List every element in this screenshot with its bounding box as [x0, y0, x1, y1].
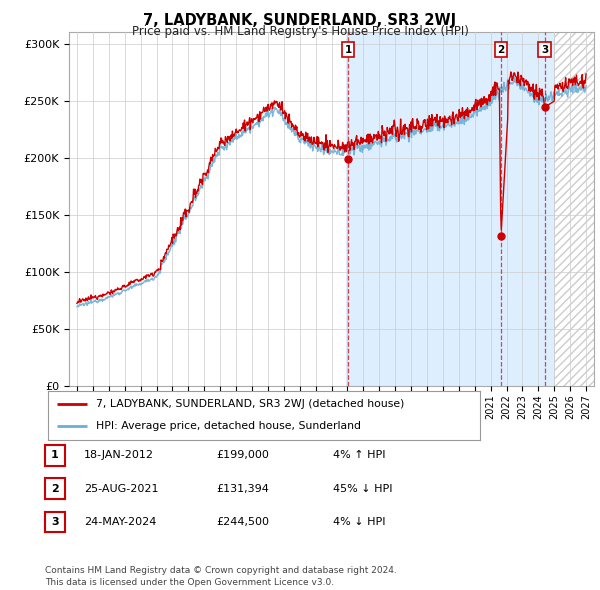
Text: £131,394: £131,394: [216, 484, 269, 493]
Text: 3: 3: [541, 45, 548, 55]
Text: 18-JAN-2012: 18-JAN-2012: [84, 451, 154, 460]
Text: 7, LADYBANK, SUNDERLAND, SR3 2WJ (detached house): 7, LADYBANK, SUNDERLAND, SR3 2WJ (detach…: [95, 399, 404, 409]
Text: 2: 2: [497, 45, 505, 55]
Text: HPI: Average price, detached house, Sunderland: HPI: Average price, detached house, Sund…: [95, 421, 361, 431]
Text: 45% ↓ HPI: 45% ↓ HPI: [333, 484, 392, 493]
Text: 7, LADYBANK, SUNDERLAND, SR3 2WJ: 7, LADYBANK, SUNDERLAND, SR3 2WJ: [143, 13, 457, 28]
Text: 1: 1: [344, 45, 352, 55]
Text: 3: 3: [51, 517, 59, 526]
Bar: [346, 32, 554, 386]
Text: 4% ↑ HPI: 4% ↑ HPI: [333, 451, 386, 460]
Text: £244,500: £244,500: [216, 517, 269, 526]
Text: Contains HM Land Registry data © Crown copyright and database right 2024.
This d: Contains HM Land Registry data © Crown c…: [45, 566, 397, 587]
Bar: [554, 32, 594, 386]
Text: 1: 1: [51, 451, 59, 460]
Text: £199,000: £199,000: [216, 451, 269, 460]
Text: 24-MAY-2024: 24-MAY-2024: [84, 517, 157, 526]
Text: 4% ↓ HPI: 4% ↓ HPI: [333, 517, 386, 526]
Text: Price paid vs. HM Land Registry's House Price Index (HPI): Price paid vs. HM Land Registry's House …: [131, 25, 469, 38]
Text: 25-AUG-2021: 25-AUG-2021: [84, 484, 158, 493]
Text: 2: 2: [51, 484, 59, 493]
